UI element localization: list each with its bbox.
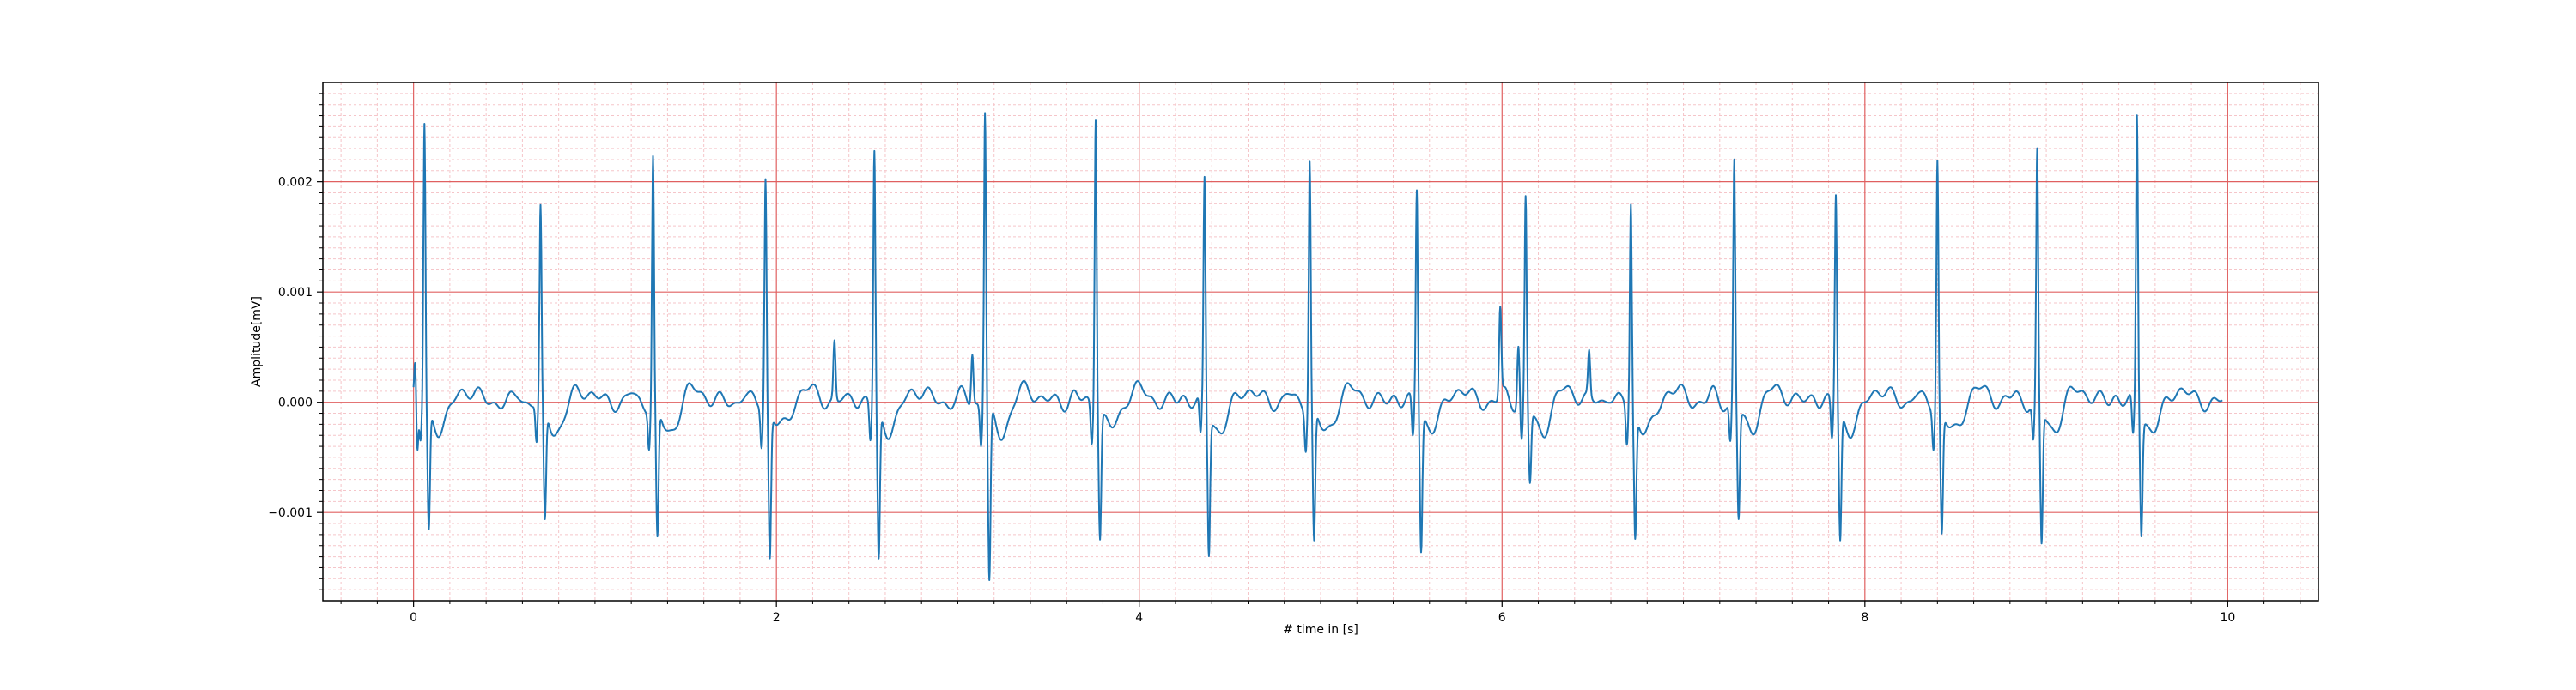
axis-ticks: 0 2 4 6 8 10 −0.001 0.000 0.001 0.002 xyxy=(268,93,2301,625)
x-tick-label: 10 xyxy=(2220,611,2235,625)
x-tick-label: 6 xyxy=(1498,611,1506,625)
series-group xyxy=(412,112,2223,581)
ecg-line xyxy=(412,112,2223,581)
minor-grid xyxy=(323,82,2318,601)
x-tick-label: 8 xyxy=(1861,611,1868,625)
y-axis-label: Amplitude[mV] xyxy=(250,296,264,387)
y-tick-label: 0.001 xyxy=(278,286,313,300)
y-tick-label: −0.001 xyxy=(268,506,313,520)
x-tick-label: 2 xyxy=(773,611,781,625)
y-tick-label: 0.000 xyxy=(278,396,313,410)
x-tick-label: 0 xyxy=(410,611,417,625)
x-axis-label: # time in [s] xyxy=(1283,623,1358,637)
x-tick-label: 4 xyxy=(1135,611,1143,625)
y-tick-label: 0.002 xyxy=(278,176,313,190)
